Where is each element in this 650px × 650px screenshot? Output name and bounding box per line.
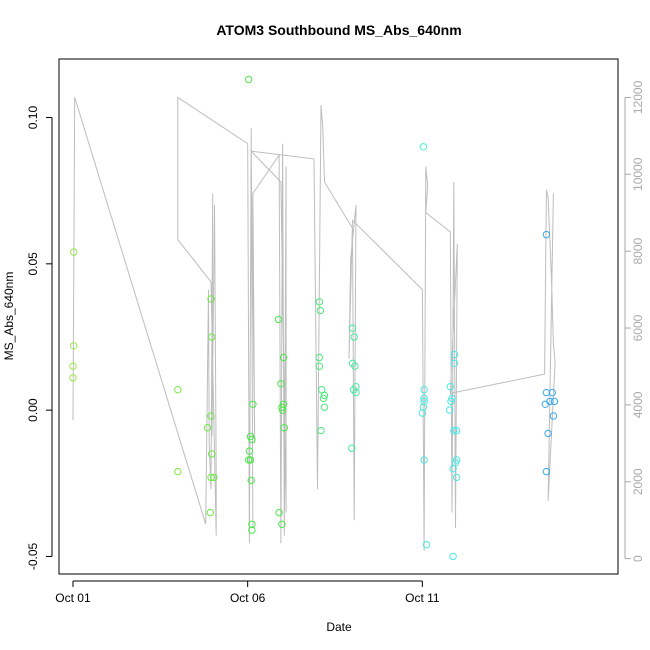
data-point (351, 362, 359, 370)
data-point (348, 324, 357, 332)
data-point (318, 386, 326, 394)
data-point (245, 447, 254, 455)
data-point (450, 350, 459, 359)
data-point (546, 397, 554, 406)
data-point (544, 429, 552, 438)
data-point (320, 403, 329, 411)
data-point (277, 380, 285, 388)
data-point (315, 362, 323, 370)
data-point (548, 388, 556, 397)
data-point (319, 394, 328, 403)
data-point (246, 456, 255, 464)
data-point (348, 444, 356, 452)
data-point (445, 406, 454, 414)
data-point (249, 400, 257, 408)
data-point (207, 473, 215, 482)
data-point (452, 473, 461, 482)
data-point (245, 75, 253, 84)
altitude-line-layer (72, 96, 556, 551)
data-point (450, 426, 458, 435)
data-point (278, 520, 286, 528)
data-point (208, 333, 216, 341)
data-point (420, 394, 428, 403)
data-point (174, 386, 182, 394)
data-point (541, 400, 549, 408)
data-point (420, 397, 428, 406)
data-point (174, 467, 182, 476)
data-point (316, 306, 324, 315)
y2-tick-label: 10000 (631, 157, 645, 191)
data-point (420, 386, 428, 394)
altitude-line (72, 96, 556, 551)
data-point (69, 362, 77, 370)
data-point (203, 424, 212, 432)
data-point (449, 465, 457, 473)
data-point (420, 456, 428, 464)
data-points-layer (69, 75, 559, 561)
data-point (70, 342, 78, 350)
data-point (452, 426, 461, 435)
data-point (317, 426, 325, 435)
data-point (278, 403, 286, 411)
data-point (279, 353, 288, 362)
data-point (208, 450, 216, 458)
data-point (315, 353, 323, 362)
data-point (248, 520, 256, 528)
y2-tick-label: 4000 (631, 391, 645, 418)
y2-tick-label: 0 (631, 555, 645, 562)
data-point (549, 412, 558, 420)
chart-title: ATOM3 Southbound MS_Abs_640nm (216, 22, 461, 38)
y-tick-label: 0.10 (26, 106, 40, 130)
data-point (542, 388, 551, 397)
axes-layer: Oct 01 Oct 06 Oct 11 -0.05 0.00 0.05 0.10 0 2000… (26, 80, 645, 605)
data-point (274, 315, 283, 324)
data-point (550, 397, 559, 406)
data-point (248, 435, 256, 444)
y-tick-label: 0.05 (26, 252, 40, 276)
data-point (69, 374, 77, 382)
y2-tick-label: 8000 (631, 237, 645, 264)
data-point (207, 295, 215, 303)
y-tick-label: 0.00 (26, 398, 40, 422)
data-point (352, 388, 360, 397)
data-point (280, 424, 288, 432)
data-point (450, 359, 459, 367)
data-point (446, 383, 454, 391)
data-point (418, 409, 427, 417)
data-point (542, 230, 551, 239)
data-point (422, 541, 431, 549)
data-point (449, 552, 457, 561)
y-tick-label: -0.05 (26, 542, 40, 570)
data-point (206, 508, 215, 517)
y2-tick-label: 12000 (631, 80, 645, 114)
x-tick-label: Oct 11 (405, 591, 440, 605)
x-axis-label: Date (326, 620, 352, 634)
data-point (447, 397, 455, 406)
data-point (275, 508, 283, 517)
y-axis-label: MS_Abs_640nm (2, 272, 16, 361)
data-point (247, 476, 255, 485)
data-point (448, 394, 456, 403)
y2-tick-label: 2000 (631, 468, 645, 495)
data-point (315, 298, 323, 306)
data-point (207, 412, 215, 420)
data-point (278, 406, 287, 414)
x-tick-label: Oct 01 (55, 591, 91, 605)
data-point (419, 143, 428, 151)
data-point (350, 333, 358, 341)
data-point (210, 473, 218, 482)
x-tick-label: Oct 06 (230, 591, 266, 605)
data-point (248, 526, 256, 534)
data-point (542, 467, 551, 476)
y2-tick-label: 6000 (631, 314, 645, 341)
data-point (70, 248, 78, 256)
plot-frame (58, 58, 619, 575)
